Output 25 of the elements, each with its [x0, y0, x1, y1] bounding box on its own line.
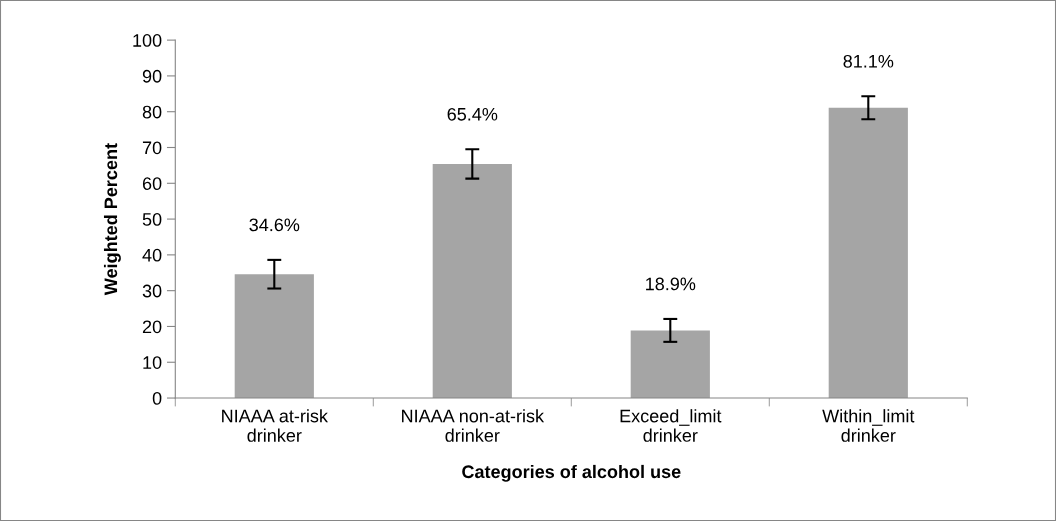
y-axis-title: Weighted Percent [103, 143, 121, 296]
y-tick-label: 40 [142, 248, 162, 262]
data-label: 65.4% [447, 107, 498, 121]
y-tick-label: 100 [133, 34, 162, 47]
bar [432, 163, 512, 399]
y-tick-label: 70 [142, 141, 162, 155]
x-tick-label: Within_limit drinker [822, 409, 915, 442]
data-label: 81.1% [843, 54, 894, 68]
y-tick-label: 0 [152, 391, 162, 405]
x-tick-label: NIAAA at-risk drinker [222, 409, 328, 442]
bar [234, 274, 314, 399]
y-tick-label: 50 [142, 213, 162, 226]
y-tick-label: 10 [143, 356, 162, 369]
y-tick-label: 30 [142, 284, 162, 298]
x-tick-label: NIAAA non-at-risk drinker [402, 409, 545, 442]
bar [828, 107, 908, 399]
y-tick-label: 90 [142, 69, 162, 83]
x-axis-title: Categories of alcohol use [462, 464, 681, 482]
bar [630, 330, 710, 399]
y-tick-label: 60 [142, 177, 162, 191]
data-label: 18.9% [646, 277, 696, 291]
data-label: 34.6% [249, 218, 300, 232]
x-tick-label: Exceed_limit drinker [620, 409, 722, 442]
y-tick-label: 80 [142, 105, 162, 119]
y-tick-label: 20 [142, 320, 162, 334]
